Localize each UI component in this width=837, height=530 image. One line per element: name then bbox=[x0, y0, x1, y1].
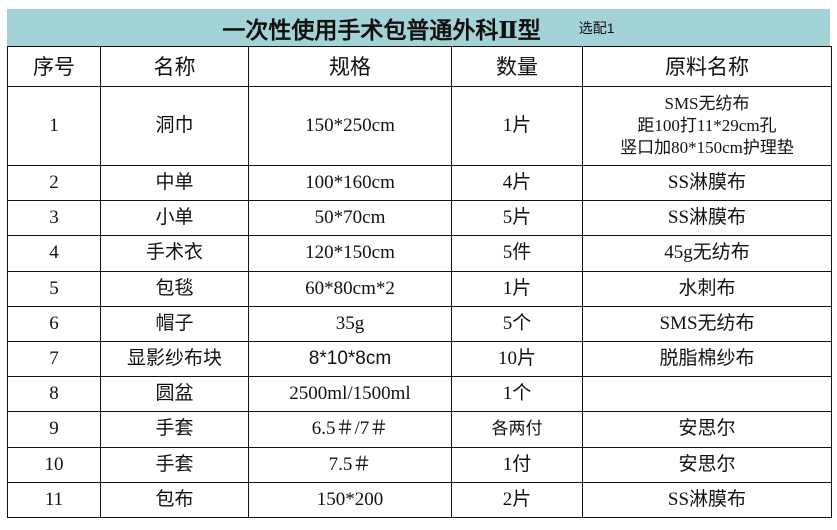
table-row: 4 手术衣 120*150cm 5件 45g无纺布 bbox=[7, 235, 832, 272]
cell-no: 8 bbox=[7, 376, 101, 413]
cell-name: 帽子 bbox=[100, 305, 249, 342]
cell-spec: 120*150cm bbox=[248, 235, 452, 272]
cell-spec: 6.5＃/7＃ bbox=[248, 411, 452, 448]
cell-name: 小单 bbox=[100, 200, 249, 237]
table-subtitle: 选配1 bbox=[578, 19, 615, 36]
cell-name: 中单 bbox=[100, 164, 249, 202]
table-row: 10 手套 7.5＃ 1付 安思尔 bbox=[7, 446, 832, 483]
cell-qty: 1片 bbox=[451, 270, 583, 307]
table-row: 1 洞巾 150*250cm 1片 SMS无纺布 距100打11*29cm孔 竖… bbox=[7, 86, 832, 166]
table-title: 一次性使用手术包普通外科Ⅱ型 bbox=[222, 17, 541, 43]
material-line: SMS无纺布 bbox=[664, 94, 750, 113]
table-row: 5 包毯 60*80cm*2 1片 水刺布 bbox=[7, 270, 832, 307]
table-row: 9 手套 6.5＃/7＃ 各两付 安思尔 bbox=[7, 411, 832, 448]
header-name: 名称 bbox=[100, 46, 249, 87]
cell-qty: 1个 bbox=[451, 376, 583, 413]
cell-material: SMS无纺布 距100打11*29cm孔 竖口加80*150cm护理垫 bbox=[582, 86, 832, 166]
cell-name: 包毯 bbox=[100, 270, 249, 307]
cell-no: 3 bbox=[7, 200, 101, 237]
cell-no: 1 bbox=[7, 86, 101, 166]
cell-no: 2 bbox=[7, 164, 101, 202]
cell-qty: 5件 bbox=[451, 235, 583, 272]
cell-spec: 35g bbox=[248, 305, 452, 342]
cell-no: 4 bbox=[7, 235, 101, 272]
cell-spec: 60*80cm*2 bbox=[248, 270, 452, 307]
cell-no: 5 bbox=[7, 270, 101, 307]
cell-name: 显影纱布块 bbox=[100, 340, 249, 378]
table-row: 7 显影纱布块 8*10*8cm 10片 脱脂棉纱布 bbox=[7, 340, 832, 378]
cell-material: SS淋膜布 bbox=[582, 481, 832, 518]
cell-qty: 1付 bbox=[451, 446, 583, 483]
cell-name: 手术衣 bbox=[100, 235, 249, 272]
material-line: 距100打11*29cm孔 bbox=[637, 116, 777, 135]
table-row: 6 帽子 35g 5个 SMS无纺布 bbox=[7, 305, 832, 342]
cell-material bbox=[582, 376, 832, 413]
cell-spec: 7.5＃ bbox=[248, 446, 452, 483]
cell-qty: 1片 bbox=[451, 86, 583, 166]
header-row: 序号 名称 规格 数量 原料名称 bbox=[7, 46, 832, 87]
table-row: 8 圆盆 2500ml/1500ml 1个 bbox=[7, 376, 832, 413]
cell-no: 7 bbox=[7, 340, 101, 378]
cell-no: 11 bbox=[7, 481, 101, 518]
cell-qty: 各两付 bbox=[451, 411, 583, 448]
cell-name: 洞巾 bbox=[100, 86, 249, 166]
table-row: 11 包布 150*200 2片 SS淋膜布 bbox=[7, 481, 832, 518]
cell-spec: 8*10*8cm bbox=[248, 340, 452, 378]
cell-spec: 150*200 bbox=[248, 481, 452, 518]
cell-name: 圆盆 bbox=[100, 376, 249, 413]
header-spec: 规格 bbox=[248, 46, 452, 87]
cell-no: 6 bbox=[7, 305, 101, 342]
product-table: 序号 名称 规格 数量 原料名称 1 洞巾 150*250cm 1片 SMS无纺… bbox=[7, 46, 832, 518]
cell-spec: 150*250cm bbox=[248, 86, 452, 166]
header-material: 原料名称 bbox=[582, 46, 832, 87]
cell-material: 水刺布 bbox=[582, 270, 832, 307]
table-title-bar: 一次性使用手术包普通外科Ⅱ型 选配1 bbox=[7, 9, 830, 46]
cell-qty: 10片 bbox=[451, 340, 583, 378]
table-row: 2 中单 100*160cm 4片 SS淋膜布 bbox=[7, 164, 832, 202]
cell-material: 安思尔 bbox=[582, 411, 832, 448]
material-line: 竖口加80*150cm护理垫 bbox=[620, 138, 794, 157]
cell-spec: 50*70cm bbox=[248, 200, 452, 237]
cell-material: 45g无纺布 bbox=[582, 235, 832, 272]
cell-name: 包布 bbox=[100, 481, 249, 518]
cell-qty: 5个 bbox=[451, 305, 583, 342]
cell-spec: 100*160cm bbox=[248, 164, 452, 202]
cell-name: 手套 bbox=[100, 446, 249, 483]
cell-material: SS淋膜布 bbox=[582, 200, 832, 237]
cell-material: SMS无纺布 bbox=[582, 305, 832, 342]
cell-material: SS淋膜布 bbox=[582, 164, 832, 202]
cell-material: 脱脂棉纱布 bbox=[582, 340, 832, 378]
header-qty: 数量 bbox=[451, 46, 583, 87]
cell-material: 安思尔 bbox=[582, 446, 832, 483]
cell-spec: 2500ml/1500ml bbox=[248, 376, 452, 413]
header-no: 序号 bbox=[7, 46, 101, 87]
cell-name: 手套 bbox=[100, 411, 249, 448]
cell-no: 10 bbox=[7, 446, 101, 483]
cell-no: 9 bbox=[7, 411, 101, 448]
table-row: 3 小单 50*70cm 5片 SS淋膜布 bbox=[7, 200, 832, 237]
cell-qty: 2片 bbox=[451, 481, 583, 518]
cell-qty: 4片 bbox=[451, 164, 583, 202]
cell-qty: 5片 bbox=[451, 200, 583, 237]
